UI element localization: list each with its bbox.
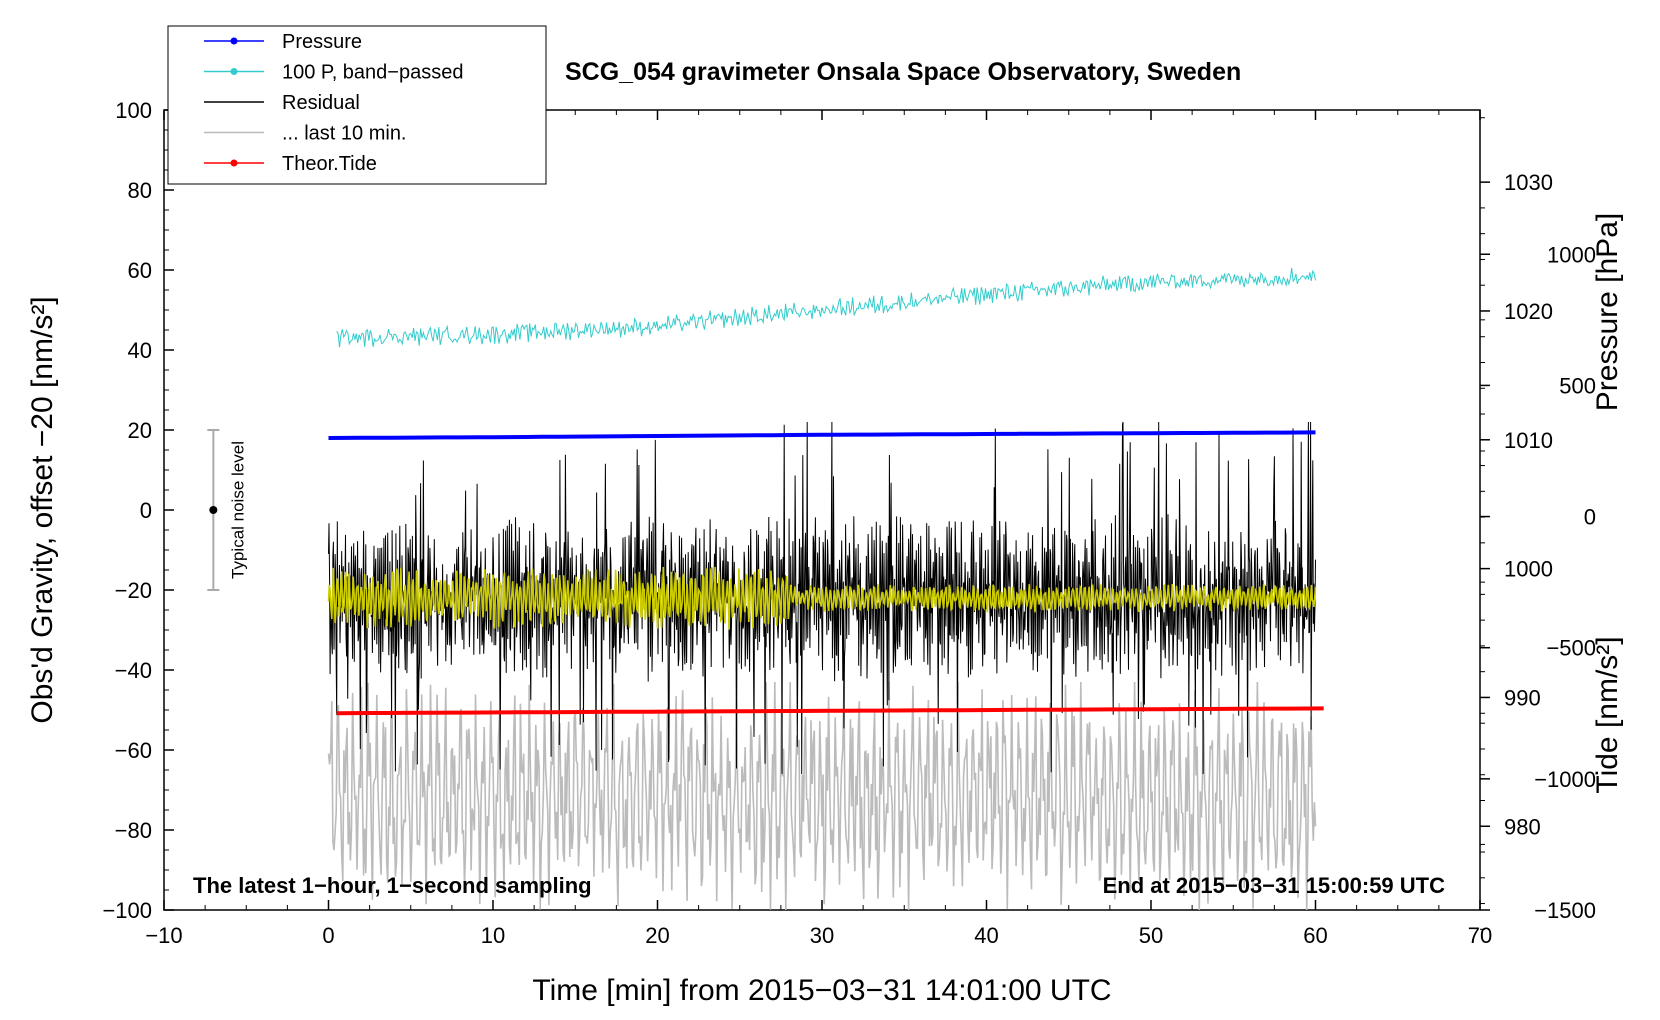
noise-level-indicator: Typical noise level [207, 429, 247, 591]
pressure-tick-label: 980 [1504, 814, 1541, 839]
legend-label: Theor.Tide [282, 153, 377, 175]
tide-tick-label: −1500 [1534, 898, 1596, 923]
x-tick-label: 20 [645, 923, 669, 948]
legend-marker [230, 37, 238, 45]
legend-label: ... last 10 min. [282, 123, 407, 145]
y-tick-label: 80 [128, 178, 152, 203]
y-tick-label: 0 [140, 498, 152, 523]
y-axis-left-title: Obs'd Gravity, offset −20 [nm/s²] [26, 296, 59, 723]
legend: Pressure 100 P, band−passed Residual ... la… [167, 25, 547, 185]
y-axis-pressure-title: Pressure [hPa] [1591, 213, 1624, 411]
pressure-tick-label: 1010 [1504, 428, 1553, 453]
legend-box [167, 25, 547, 185]
pressure-tick-label: 1030 [1504, 170, 1553, 195]
noise-center-dot [209, 506, 218, 514]
legend-marker [230, 68, 238, 75]
tide-tick-label: 1000 [1547, 242, 1596, 267]
y-tick-label: 40 [128, 338, 152, 363]
legend-label: Pressure [282, 31, 362, 53]
y-axis-tide-ticks: 1000 500 0 −500 −1000 −1500 [1480, 242, 1596, 923]
x-tick-label: 0 [322, 923, 334, 948]
sampling-note: The latest 1−hour, 1−second sampling [193, 873, 592, 898]
x-tick-label: 30 [810, 923, 834, 948]
x-tick-label: −10 [145, 923, 182, 948]
tide-tick-label: −500 [1546, 636, 1596, 661]
series-layer [327, 267, 1324, 911]
legend-marker [230, 159, 238, 167]
tide-tick-label: 0 [1584, 505, 1596, 530]
legend-items: Pressure 100 P, band−passed Residual ... la… [204, 31, 463, 175]
series-pressure [328, 430, 1316, 440]
tide-tick-label: −1000 [1534, 767, 1596, 792]
legend-label: 100 P, band−passed [282, 62, 463, 84]
tide-tick-label: 500 [1559, 373, 1596, 398]
pressure-tick-label: 1020 [1504, 299, 1553, 324]
x-tick-label: 40 [974, 923, 998, 948]
y-axis-tide-title: Tide [nm/s²] [1591, 636, 1624, 793]
x-axis-ticks: −10 0 10 20 30 40 50 60 70 [145, 110, 1492, 948]
y-tick-label: 60 [128, 258, 152, 283]
series-pressure-band-passed [336, 267, 1316, 348]
y-tick-label: −60 [115, 738, 152, 763]
y-axis-left-ticks: 100 80 60 40 20 0 −20 −40 −60 −80 −100 [102, 98, 174, 923]
pressure-tick-label: 990 [1504, 685, 1541, 710]
series-residual [328, 421, 1316, 775]
noise-label: Typical noise level [228, 441, 247, 579]
y-tick-label: 20 [128, 418, 152, 443]
series-last-10-min [327, 681, 1317, 911]
chart-title: SCG_054 gravimeter Onsala Space Observat… [565, 58, 1241, 86]
legend-label: Residual [282, 92, 360, 114]
end-time-note: End at 2015−03−31 15:00:59 UTC [1103, 873, 1446, 898]
x-tick-label: 70 [1468, 923, 1492, 948]
x-tick-label: 50 [1139, 923, 1163, 948]
series-theoretical-tide [336, 706, 1324, 716]
series-residual-filtered [327, 566, 1317, 630]
y-tick-label: −80 [115, 818, 152, 843]
y-tick-label: −40 [115, 658, 152, 683]
y-axis-pressure-ticks: 1030 1020 1010 1000 990 980 [1480, 117, 1553, 930]
y-tick-label: −20 [115, 578, 152, 603]
y-tick-label: 100 [115, 98, 152, 123]
x-tick-label: 10 [481, 923, 505, 948]
y-tick-label: −100 [102, 898, 152, 923]
x-tick-label: 60 [1303, 923, 1327, 948]
x-axis-title: Time [min] from 2015−03−31 14:01:00 UTC [532, 974, 1111, 1007]
pressure-tick-label: 1000 [1504, 557, 1553, 582]
